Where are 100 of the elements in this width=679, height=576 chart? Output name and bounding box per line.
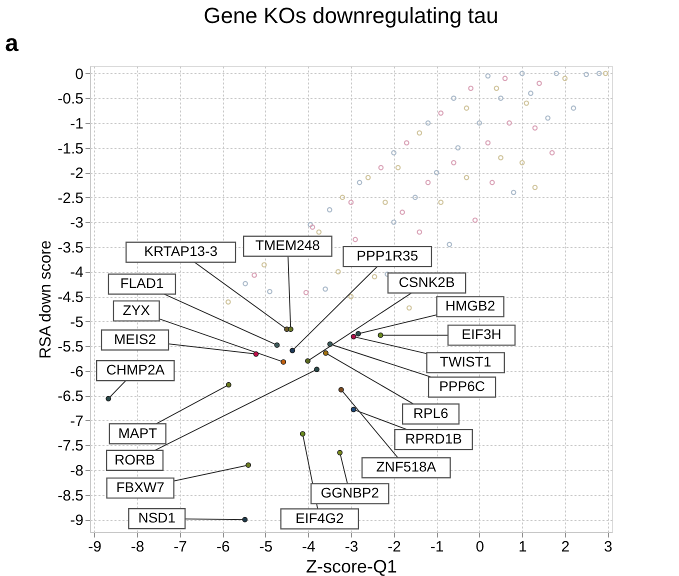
point — [266, 288, 272, 294]
point — [532, 184, 538, 190]
y-tick-label: -6 — [70, 363, 84, 380]
data-label: FBXW7 — [116, 479, 165, 496]
data-label: ZYX — [122, 302, 151, 318]
data-label: TWIST1 — [440, 354, 492, 370]
point — [602, 70, 608, 76]
point — [308, 222, 314, 228]
point — [464, 105, 470, 111]
point — [310, 224, 316, 230]
y-tick-label: -1.5 — [58, 140, 84, 158]
point — [242, 516, 248, 522]
y-tick-label: -5 — [70, 314, 84, 331]
point — [406, 305, 412, 311]
x-tick-label: 2 — [561, 538, 570, 556]
point — [274, 342, 280, 348]
x-tick-label: -3 — [344, 538, 358, 556]
data-label: PPP6C — [439, 378, 485, 394]
point — [545, 115, 551, 121]
point — [498, 154, 504, 160]
point — [446, 242, 452, 248]
point — [356, 180, 362, 186]
point — [316, 229, 322, 235]
point — [570, 105, 576, 111]
point — [400, 210, 406, 215]
x-tick-label: 3 — [604, 538, 612, 556]
point — [510, 190, 516, 196]
point — [348, 200, 354, 206]
point — [356, 330, 362, 336]
data-label: PPP1R35 — [356, 248, 418, 264]
data-label: CHMP2A — [106, 362, 166, 378]
point — [485, 73, 491, 79]
data-label: MAPT — [118, 424, 158, 441]
text: a — [5, 30, 19, 57]
point — [378, 164, 384, 170]
point — [382, 200, 388, 206]
point — [322, 286, 328, 292]
point — [225, 299, 231, 305]
point — [485, 140, 491, 146]
data-label: FLAD1 — [120, 275, 164, 292]
y-tick-label: -0.5 — [58, 90, 84, 108]
x-tick-label: -6 — [216, 538, 230, 556]
point — [416, 130, 422, 136]
point — [438, 110, 444, 116]
point — [372, 274, 378, 280]
point — [395, 164, 401, 170]
point — [323, 350, 328, 356]
x-tick-label: 1 — [518, 538, 527, 556]
point — [253, 351, 259, 357]
point — [327, 341, 333, 347]
y-tick-label: -7.5 — [58, 438, 84, 455]
y-axis-title: RSA down score — [38, 240, 55, 359]
point — [434, 170, 440, 176]
y-tick-label: -3 — [70, 214, 84, 232]
x-tick-label: -4 — [302, 538, 316, 556]
point — [378, 332, 384, 338]
y-tick-label: -5.5 — [58, 338, 84, 356]
y-tick-label: -2 — [70, 165, 84, 182]
point — [584, 72, 590, 78]
point — [288, 326, 294, 332]
point — [494, 86, 500, 92]
data-label: CSNK2B — [398, 274, 455, 290]
point — [464, 174, 470, 180]
point — [335, 269, 341, 274]
point — [438, 200, 444, 206]
point — [450, 160, 456, 166]
y-tick-label: -7 — [70, 412, 84, 430]
point — [391, 219, 397, 225]
point — [596, 70, 602, 76]
point — [562, 76, 568, 82]
point — [468, 86, 474, 92]
point — [106, 396, 112, 402]
data-label: MEIS2 — [114, 331, 156, 348]
data-label: RPRD1B — [405, 430, 462, 447]
y-tick-label: 0 — [75, 66, 84, 83]
x-tick-label: -7 — [174, 538, 188, 556]
point — [455, 145, 461, 151]
point — [536, 80, 542, 86]
point — [498, 96, 504, 101]
point — [246, 462, 252, 468]
data-label: KRTAP13-3 — [144, 243, 218, 260]
point — [303, 290, 309, 296]
data-label: EIF3H — [462, 326, 502, 342]
y-tick-label: -2.5 — [58, 190, 84, 207]
point — [489, 180, 495, 186]
point — [524, 100, 530, 106]
y-tick-label: -3.5 — [58, 239, 84, 256]
point — [252, 272, 258, 278]
y-tick-label: -6.5 — [58, 388, 84, 406]
point — [350, 406, 356, 412]
point — [450, 96, 456, 101]
point — [326, 207, 332, 212]
y-tick-label: -8 — [70, 462, 84, 480]
point — [280, 359, 286, 365]
point — [300, 431, 306, 437]
point — [472, 217, 478, 223]
point — [554, 70, 560, 76]
data-label: NSD1 — [138, 510, 176, 526]
data-label: HMGB2 — [445, 298, 496, 314]
x-tick-label: -2 — [388, 538, 401, 556]
